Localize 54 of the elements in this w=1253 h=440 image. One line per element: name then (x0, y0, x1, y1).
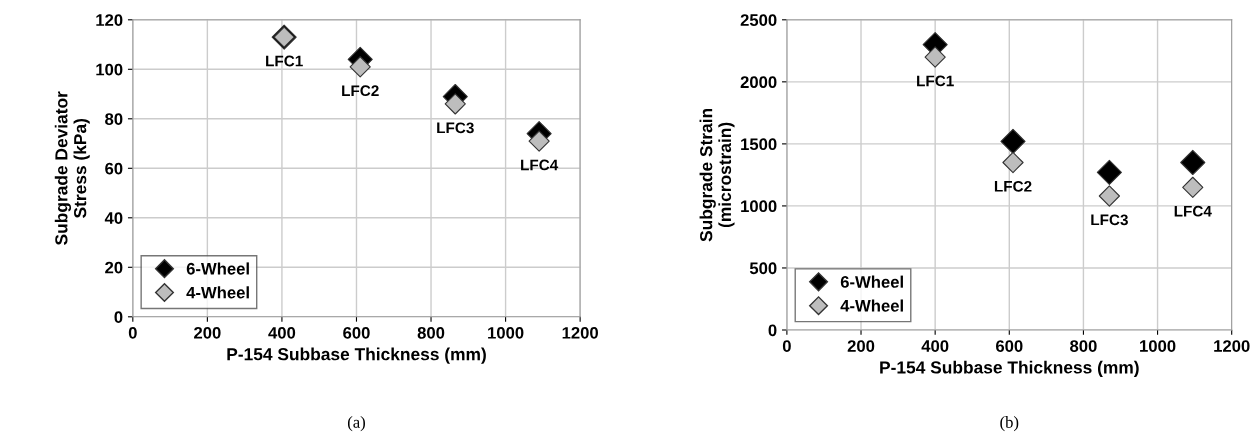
annotation: LFC1 (917, 75, 954, 87)
point (444, 93, 466, 115)
y-tick-label: 1500 (741, 138, 777, 151)
point (924, 46, 946, 68)
y-tick-label: 40 (104, 212, 123, 224)
annotation: LFC3 (1091, 214, 1128, 226)
text: (b) (1000, 416, 1019, 432)
y-axis-title: Subgrade Deviator Stress (kPa) (54, 91, 90, 245)
x-tick-label: 800 (417, 326, 445, 339)
y-tick-label: 0 (114, 311, 123, 323)
legend-label: 4-Wheel (186, 286, 249, 299)
y-tick-label: 2500 (740, 14, 777, 26)
annotation: LFC2 (342, 85, 379, 97)
y-tick-label: 120 (96, 14, 123, 26)
annotation: LFC3 (437, 122, 474, 134)
x-tick-label: 200 (194, 326, 221, 339)
annotation: LFC2 (994, 180, 1032, 192)
x-tick-label: 200 (847, 340, 875, 352)
point (349, 56, 371, 78)
point (528, 130, 550, 152)
x-tick-label: 1200 (562, 326, 598, 339)
x-tick-label: 0 (782, 340, 791, 352)
x-axis-title: P-154 Subbase Thickness (mm) (880, 360, 1139, 377)
y-tick-label: 500 (749, 262, 777, 275)
y-tick-label: 80 (105, 113, 123, 125)
x-tick-label: 1200 (1214, 340, 1250, 352)
legend-label: 6-Wheel (186, 262, 249, 275)
text: (a) (347, 416, 365, 432)
point (1180, 149, 1206, 176)
x-tick-label: 800 (1070, 340, 1097, 352)
y-tick-label: 20 (105, 261, 123, 274)
point (1096, 159, 1122, 186)
legend-label: 6-Wheel (840, 275, 903, 288)
annotation: LFC1 (266, 55, 303, 67)
point (1000, 128, 1026, 154)
x-tick-label: 600 (343, 326, 370, 339)
x-tick-label: 1000 (1140, 340, 1176, 352)
x-tick-label: 0 (128, 326, 137, 339)
y-axis-title: Subgrade Strain (microstrain) (699, 108, 735, 242)
x-tick-label: 400 (921, 340, 949, 352)
x-tick-label: 600 (996, 340, 1023, 352)
y-tick-label: 1000 (741, 200, 777, 213)
annotation: LFC4 (1174, 205, 1212, 217)
x-tick-label: 1000 (488, 326, 524, 339)
y-tick-label: 60 (105, 162, 123, 175)
point (1002, 151, 1024, 174)
legend-label: 4-Wheel (840, 299, 903, 312)
point (1182, 176, 1204, 198)
y-tick-label: 2000 (740, 76, 777, 89)
y-tick-label: 100 (96, 63, 123, 76)
x-axis-title: P-154 Subbase Thickness (mm) (227, 347, 486, 364)
annotation: LFC4 (521, 159, 559, 171)
point (1098, 185, 1120, 207)
x-tick-label: 400 (268, 326, 296, 339)
